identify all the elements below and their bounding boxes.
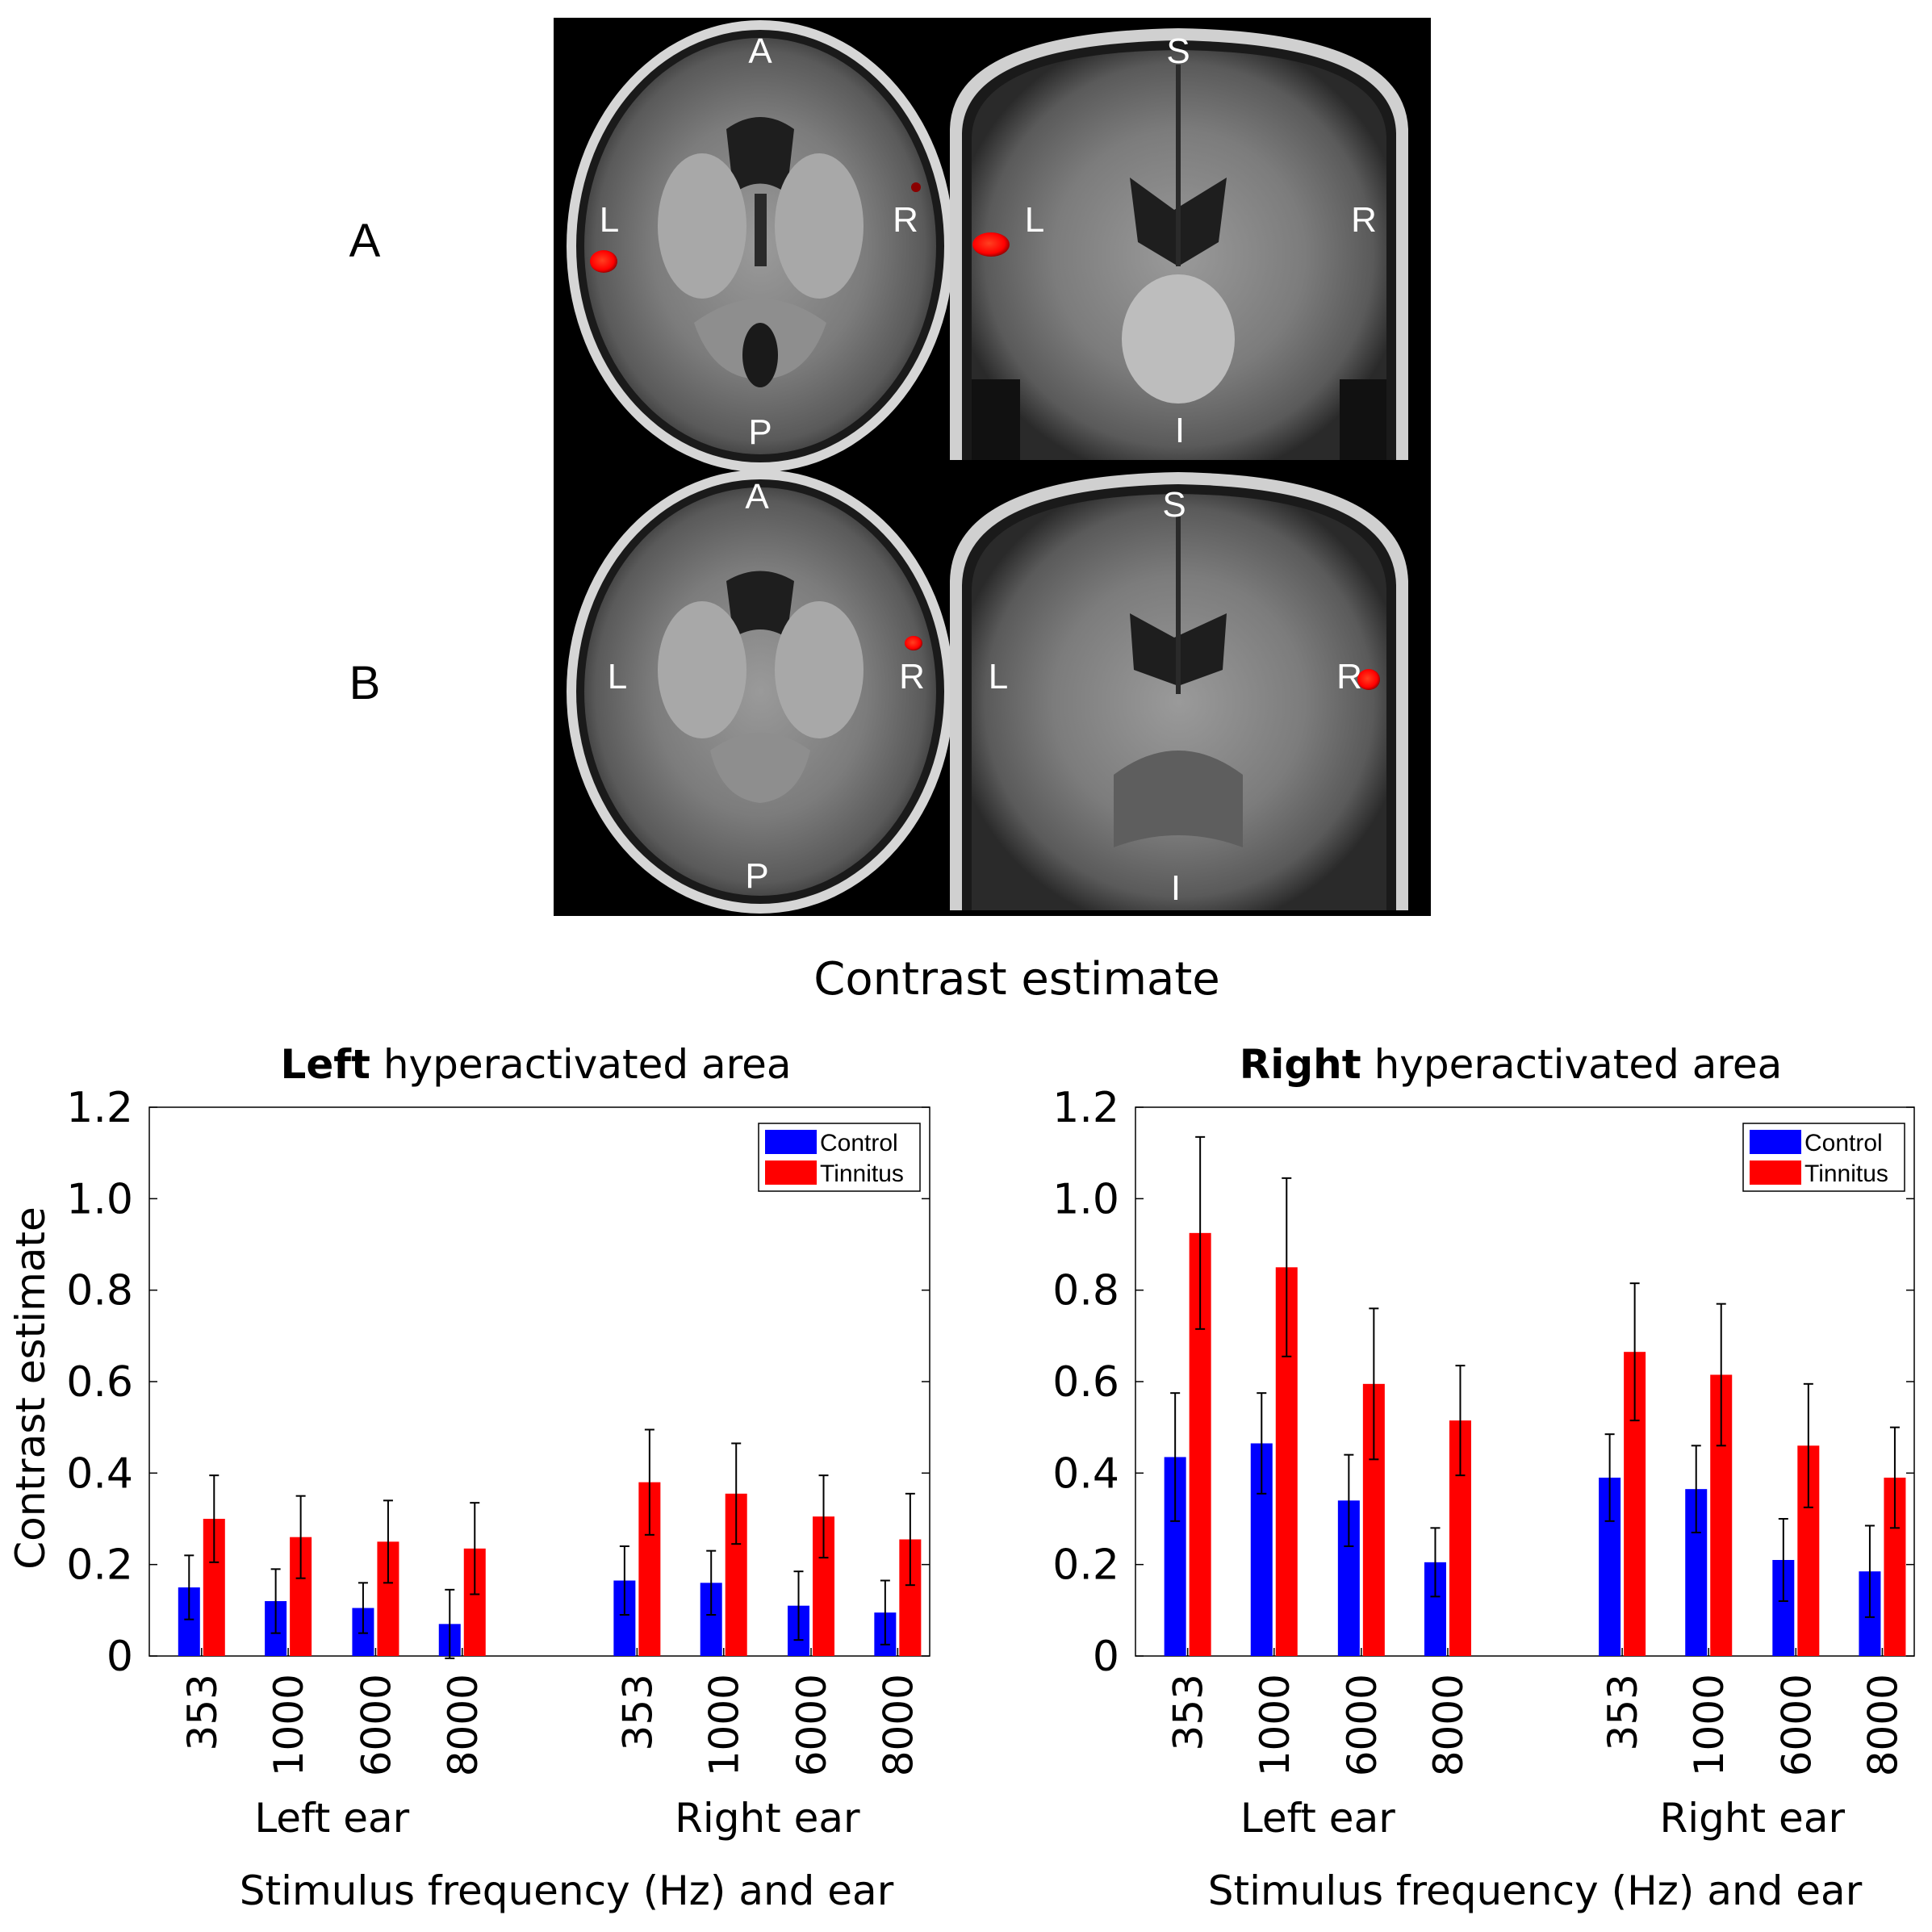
chart-right-area: Right hyperactivated area 0 0.2 0.4 0.6 0.8 1… xyxy=(1052,1041,1915,1914)
right-xtick-label: 8000 xyxy=(1859,1674,1906,1776)
axial-a-right-label: R xyxy=(893,200,918,240)
axial-a-posterior-label: P xyxy=(748,412,772,452)
right-ytick-label: 0.8 xyxy=(1052,1267,1119,1315)
right-xtick-label: 6000 xyxy=(1339,1674,1386,1776)
chart-left-title-bold: Left xyxy=(280,1041,370,1088)
chart-left-plot: 0 0.2 0.4 0.6 0.8 1.0 1.2 353 1000 6000 8000 353 100… xyxy=(66,1084,930,1842)
axial-b-right-label: R xyxy=(899,657,925,696)
right-legend-swatch-tinnitus xyxy=(1750,1160,1801,1185)
left-group-label: Right ear xyxy=(675,1795,860,1842)
left-ytick-label: 0.4 xyxy=(66,1449,133,1498)
axial-a-left-label: L xyxy=(600,200,619,240)
chart-left-area: Left hyperactivated area Contrast estima… xyxy=(7,1041,930,1914)
coronal-b-left-label: L xyxy=(989,657,1008,696)
left-xtick-label: 353 xyxy=(614,1674,661,1750)
left-legend-label-control: Control xyxy=(820,1130,898,1156)
left-xtick-label: 1000 xyxy=(266,1674,312,1776)
chart-left-ylabel: Contrast estimate xyxy=(7,1206,54,1570)
right-legend-swatch-control xyxy=(1750,1130,1801,1154)
axial-b-posterior-label: P xyxy=(745,856,768,896)
activation-blob-axial-b-right xyxy=(905,636,922,650)
right-group-label: Left ear xyxy=(1240,1795,1395,1842)
left-xtick-label: 353 xyxy=(179,1674,226,1750)
activation-blob-coronal-a-left xyxy=(972,232,1010,257)
left-group-label: Left ear xyxy=(254,1795,409,1842)
axial-a-anterior-label: A xyxy=(748,31,772,71)
left-legend-label-tinnitus: Tinnitus xyxy=(820,1160,904,1187)
activation-dot-axial-a-right xyxy=(911,182,921,192)
chart-right-title: Right hyperactivated area xyxy=(1240,1041,1783,1088)
right-xtick-label: 353 xyxy=(1600,1674,1646,1750)
axial-b-anterior-label: A xyxy=(745,477,769,516)
axial-slice-a xyxy=(567,20,954,472)
right-legend-label-tinnitus: Tinnitus xyxy=(1804,1160,1888,1187)
chart-right-xlabel: Stimulus frequency (Hz) and ear xyxy=(1208,1867,1863,1914)
left-ytick-label: 1.0 xyxy=(66,1175,133,1223)
axial-b-left-label: L xyxy=(608,657,627,696)
activation-blob-axial-a-left xyxy=(590,250,617,273)
coronal-a-inferior-label: I xyxy=(1175,411,1185,450)
brain-image-montage: A P L R S I L R xyxy=(554,18,1431,916)
left-ytick-label: 0.2 xyxy=(66,1541,133,1590)
chart-left-title-rest: hyperactivated area xyxy=(370,1041,792,1088)
axial-slice-b xyxy=(567,470,954,914)
coronal-slice-b xyxy=(950,470,1410,912)
chart-right-title-bold: Right xyxy=(1240,1041,1361,1088)
coronal-a-right-label: R xyxy=(1351,200,1377,240)
right-ytick-label: 0.4 xyxy=(1052,1449,1119,1498)
coronal-a-superior-label: S xyxy=(1166,31,1190,71)
panel-label-a: A xyxy=(349,215,381,267)
coronal-b-inferior-label: I xyxy=(1171,868,1181,908)
right-xtick-label: 353 xyxy=(1165,1674,1212,1750)
left-xtick-label: 8000 xyxy=(875,1674,922,1776)
left-ytick-label: 0 xyxy=(107,1633,133,1681)
coronal-slice-a xyxy=(950,18,1410,460)
right-legend-label-control: Control xyxy=(1804,1130,1883,1156)
right-ytick-label: 1.2 xyxy=(1052,1084,1119,1132)
left-xtick-label: 6000 xyxy=(353,1674,399,1776)
left-legend-swatch-control xyxy=(765,1130,817,1154)
right-xtick-label: 8000 xyxy=(1425,1674,1472,1776)
left-ytick-label: 0.8 xyxy=(66,1267,133,1315)
left-xtick-label: 6000 xyxy=(788,1674,835,1776)
right-xtick-label: 6000 xyxy=(1773,1674,1820,1776)
left-xtick-label: 1000 xyxy=(701,1674,748,1776)
activation-blob-coronal-b-right xyxy=(1357,669,1380,690)
section-title: Contrast estimate xyxy=(813,953,1220,1006)
panel-label-b: B xyxy=(349,657,381,709)
chart-left-xlabel: Stimulus frequency (Hz) and ear xyxy=(240,1867,894,1914)
right-xtick-label: 1000 xyxy=(1686,1674,1733,1776)
right-ytick-label: 0.2 xyxy=(1052,1541,1119,1590)
coronal-b-superior-label: S xyxy=(1162,485,1186,525)
right-group-label: Right ear xyxy=(1660,1795,1846,1842)
chart-left-title: Left hyperactivated area xyxy=(280,1041,791,1088)
chart-right-plot: 0 0.2 0.4 0.6 0.8 1.0 1.2 353 1000 6000 8000 353 100… xyxy=(1052,1084,1915,1842)
right-ytick-label: 1.0 xyxy=(1052,1175,1119,1223)
right-xtick-label: 1000 xyxy=(1252,1674,1298,1776)
left-legend-swatch-tinnitus xyxy=(765,1160,817,1185)
left-xtick-label: 8000 xyxy=(440,1674,487,1776)
coronal-a-left-label: L xyxy=(1025,200,1044,240)
chart-right-title-rest: hyperactivated area xyxy=(1361,1041,1783,1088)
left-ytick-label: 0.6 xyxy=(66,1358,133,1407)
right-ytick-label: 0 xyxy=(1093,1633,1119,1681)
left-ytick-label: 1.2 xyxy=(66,1084,133,1132)
right-ytick-label: 0.6 xyxy=(1052,1358,1119,1407)
